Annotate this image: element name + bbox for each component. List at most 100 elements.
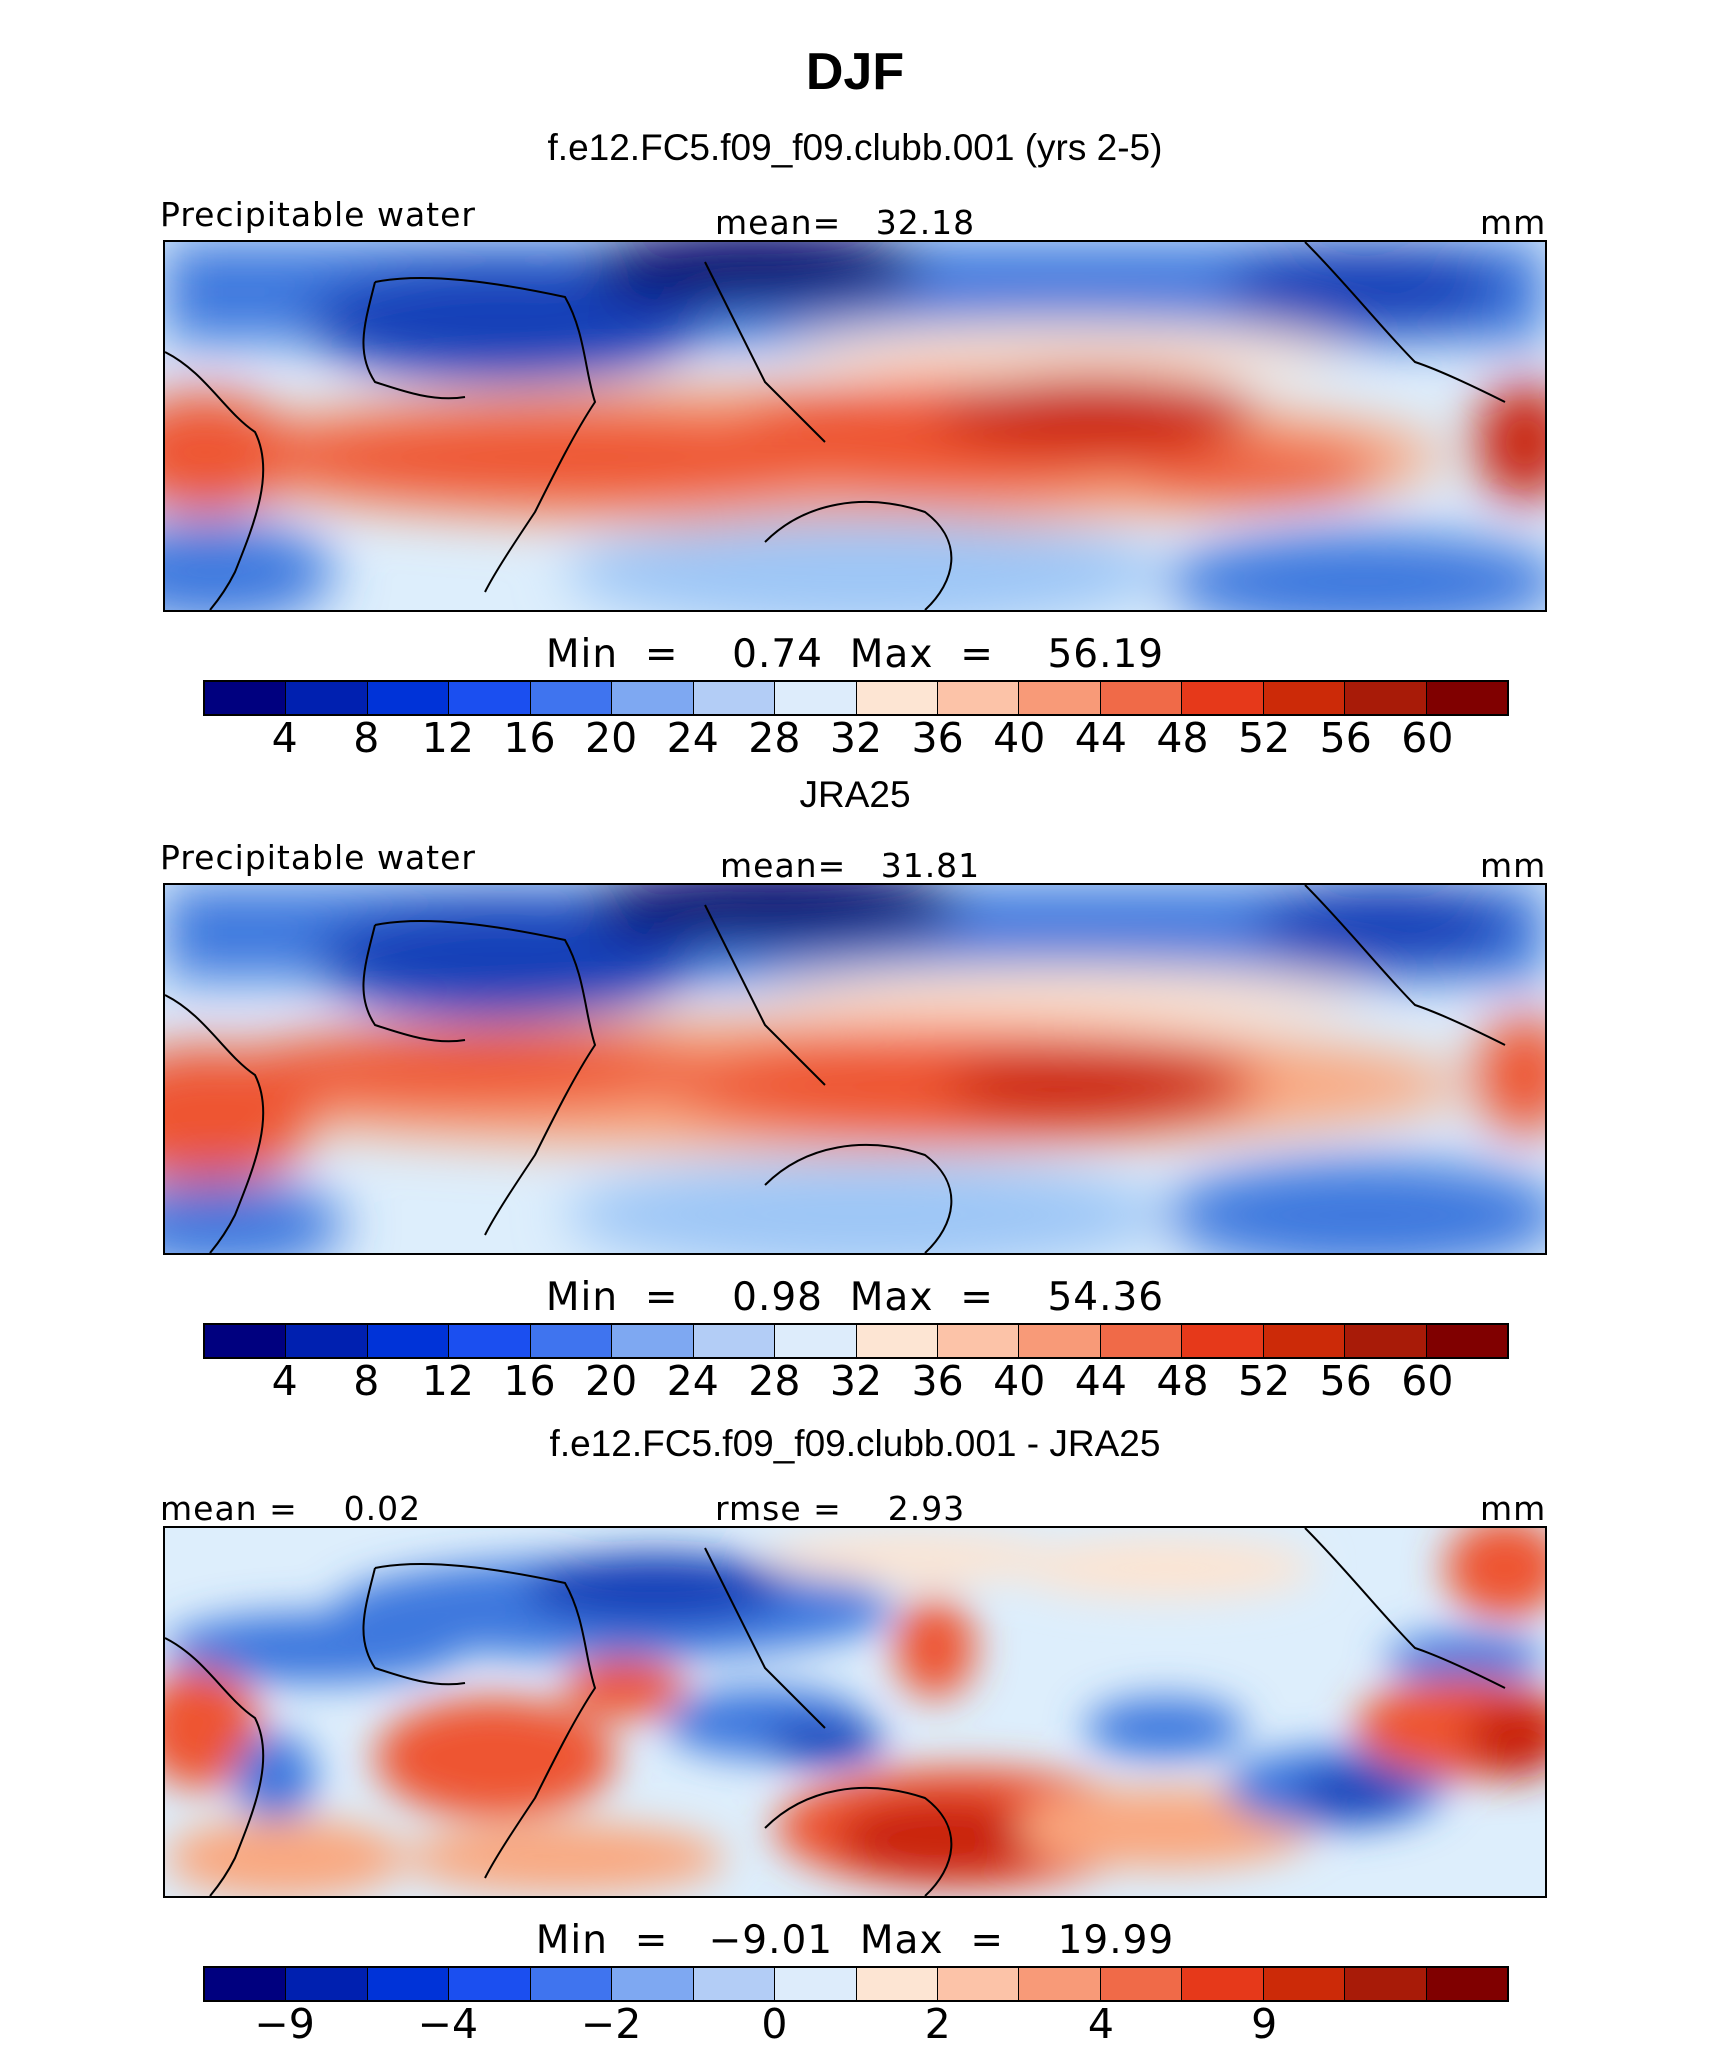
panel-1-mean: mean= 32.18 bbox=[715, 203, 976, 242]
colorbar-segment bbox=[449, 682, 531, 714]
colorbar-segment bbox=[367, 682, 450, 714]
colorbar-segment bbox=[1182, 1968, 1264, 2000]
colorbar-segment bbox=[856, 1325, 938, 1357]
colorbar-segment bbox=[612, 1325, 694, 1357]
colorbar-tick-label: 9 bbox=[1251, 2000, 1278, 2048]
panel-1-units: mm bbox=[1480, 203, 1547, 242]
colorbar-segment bbox=[205, 1968, 287, 2000]
panel-2-minmax: Min = 0.98 Max = 54.36 bbox=[545, 1275, 1165, 1320]
colorbar-tick-label: 40 bbox=[993, 1357, 1046, 1405]
colorbar-segment bbox=[693, 1968, 776, 2000]
panel-1-variable: Precipitable water bbox=[160, 195, 476, 234]
colorbar-tick-label: 8 bbox=[353, 714, 380, 762]
panel-3-map bbox=[163, 1526, 1547, 1898]
colorbar-tick-label: 24 bbox=[666, 1357, 719, 1405]
colorbar-segment bbox=[612, 1968, 694, 2000]
panel-1-map bbox=[163, 240, 1547, 612]
panel-1-title: f.e12.FC5.f09_f09.clubb.001 (yrs 2-5) bbox=[547, 127, 1163, 168]
panel-3-colorbar-ticks: −9 −4 −2 0 2 4 9 bbox=[0, 2000, 1710, 2048]
panel-2-map bbox=[163, 883, 1547, 1255]
colorbar-segment bbox=[693, 1325, 776, 1357]
colorbar-segment bbox=[775, 682, 857, 714]
panel-2-colorbar bbox=[203, 1323, 1509, 1359]
colorbar-tick-label: 20 bbox=[585, 714, 638, 762]
panel-2-field bbox=[165, 885, 1545, 1253]
colorbar-tick-label: 32 bbox=[829, 1357, 883, 1405]
panel-2-units: mm bbox=[1480, 846, 1547, 885]
colorbar-segment bbox=[937, 682, 1020, 714]
colorbar-segment bbox=[775, 1968, 857, 2000]
panel-3-coastlines bbox=[165, 1528, 1506, 1896]
colorbar-segment bbox=[1182, 1325, 1264, 1357]
colorbar-segment bbox=[937, 1325, 1020, 1357]
colorbar-tick-label: −2 bbox=[580, 2000, 642, 2048]
colorbar-segment bbox=[1182, 682, 1264, 714]
colorbar-segment bbox=[205, 1325, 287, 1357]
colorbar-tick-label: 44 bbox=[1074, 1357, 1127, 1405]
panel-3-units: mm bbox=[1480, 1489, 1547, 1528]
colorbar-segment bbox=[367, 1325, 450, 1357]
colorbar-tick-label: 12 bbox=[421, 714, 474, 762]
colorbar-segment bbox=[1263, 682, 1346, 714]
colorbar-tick-label: 8 bbox=[353, 1357, 380, 1405]
colorbar-segment bbox=[1426, 1968, 1507, 2000]
colorbar-tick-label: 28 bbox=[748, 1357, 801, 1405]
panel-2-mean: mean= 31.81 bbox=[720, 846, 981, 885]
colorbar-segment bbox=[449, 1325, 531, 1357]
colorbar-tick-label: 16 bbox=[503, 1357, 556, 1405]
panel-3-rmse: rmse = 2.93 bbox=[715, 1489, 966, 1528]
colorbar-tick-label: 56 bbox=[1319, 714, 1372, 762]
colorbar-tick-label: 4 bbox=[271, 714, 298, 762]
colorbar-segment bbox=[205, 682, 287, 714]
panel-1-colorbar bbox=[203, 680, 1509, 716]
colorbar-tick-label: 2 bbox=[924, 2000, 951, 2048]
colorbar-segment bbox=[1100, 1325, 1183, 1357]
panel-1-minmax: Min = 0.74 Max = 56.19 bbox=[545, 632, 1165, 677]
colorbar-segment bbox=[1100, 682, 1183, 714]
colorbar-segment bbox=[612, 682, 694, 714]
colorbar-tick-label: −9 bbox=[254, 2000, 315, 2048]
colorbar-segment bbox=[775, 1325, 857, 1357]
colorbar-tick-label: 24 bbox=[666, 714, 719, 762]
colorbar-segment bbox=[1345, 1968, 1427, 2000]
colorbar-segment bbox=[1263, 1968, 1346, 2000]
colorbar-tick-label: 60 bbox=[1401, 714, 1454, 762]
panel-3-field bbox=[165, 1528, 1545, 1896]
colorbar-tick-label: 44 bbox=[1074, 714, 1127, 762]
colorbar-tick-label: −4 bbox=[417, 2000, 479, 2048]
colorbar-segment bbox=[856, 682, 938, 714]
colorbar-tick-label: 36 bbox=[911, 714, 964, 762]
colorbar-tick-label: 12 bbox=[421, 1357, 474, 1405]
colorbar-segment bbox=[1263, 1325, 1346, 1357]
colorbar-segment bbox=[286, 1968, 368, 2000]
panel-1-coastlines bbox=[165, 242, 1506, 610]
colorbar-segment bbox=[1100, 1968, 1183, 2000]
colorbar-tick-label: 16 bbox=[503, 714, 556, 762]
colorbar-segment bbox=[530, 1325, 613, 1357]
colorbar-segment bbox=[1426, 1325, 1507, 1357]
colorbar-segment bbox=[1019, 682, 1101, 714]
colorbar-tick-label: 40 bbox=[993, 714, 1046, 762]
colorbar-segment bbox=[937, 1968, 1020, 2000]
colorbar-segment bbox=[1019, 1325, 1101, 1357]
colorbar-tick-label: 0 bbox=[761, 2000, 788, 2048]
colorbar-segment bbox=[286, 682, 368, 714]
colorbar-tick-label: 52 bbox=[1238, 714, 1291, 762]
colorbar-tick-label: 28 bbox=[748, 714, 801, 762]
colorbar-tick-label: 60 bbox=[1401, 1357, 1454, 1405]
panel-2-coastlines bbox=[165, 885, 1506, 1253]
figure-title: DJF bbox=[805, 43, 905, 101]
colorbar-segment bbox=[530, 682, 613, 714]
colorbar-segment bbox=[449, 1968, 531, 2000]
panel-2-title: JRA25 bbox=[799, 774, 911, 815]
colorbar-tick-label: 56 bbox=[1319, 1357, 1372, 1405]
colorbar-segment bbox=[530, 1968, 613, 2000]
colorbar-segment bbox=[693, 682, 776, 714]
colorbar-segment bbox=[1426, 682, 1507, 714]
colorbar-tick-label: 52 bbox=[1238, 1357, 1291, 1405]
colorbar-tick-label: 4 bbox=[271, 1357, 298, 1405]
panel-3-colorbar bbox=[203, 1966, 1509, 2002]
colorbar-tick-label: 4 bbox=[1087, 2000, 1114, 2048]
colorbar-segment bbox=[286, 1325, 368, 1357]
panel-2-variable: Precipitable water bbox=[160, 838, 476, 877]
